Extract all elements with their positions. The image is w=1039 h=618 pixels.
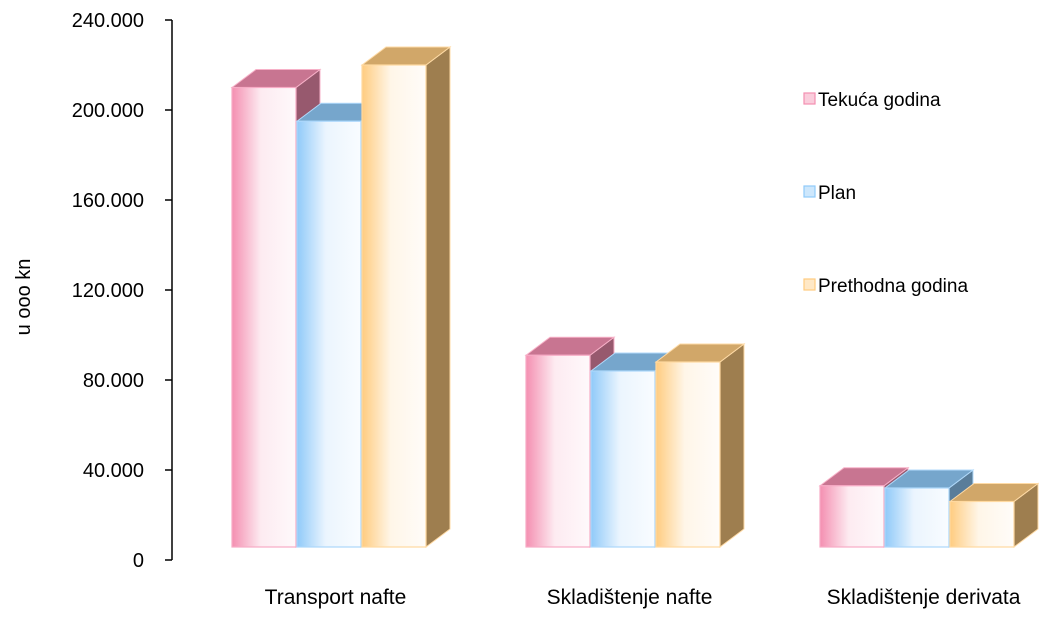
y-tick-label: 120.000	[72, 280, 144, 302]
bar-side	[719, 343, 745, 548]
legend-label: Plan	[818, 183, 856, 204]
y-axis: 0 40.000 80.000 120.000 160.000 200.000 240.00…	[72, 10, 173, 572]
legend-swatch	[803, 278, 816, 291]
bar-front	[949, 500, 1015, 548]
y-tick-label: 240.000	[72, 10, 144, 32]
bar-front	[655, 361, 721, 548]
x-tick-label: Transport nafte	[265, 586, 407, 609]
bar-side	[425, 46, 451, 548]
y-tick-label: 160.000	[72, 190, 144, 212]
y-axis-title: u ooo kn	[13, 259, 35, 336]
y-tick-label: 40.000	[83, 460, 144, 482]
y-tick-label: 200.000	[72, 100, 144, 122]
legend-item: Prethodna godina	[803, 276, 968, 297]
bar-front	[525, 354, 591, 548]
bar-group	[524, 336, 746, 548]
x-tick-label: Skladištenje nafte	[547, 586, 713, 609]
x-tick-label: Skladištenje derivata	[827, 586, 1021, 609]
bar	[360, 46, 452, 548]
bar	[654, 343, 746, 548]
legend-label: Tekuća godina	[818, 90, 941, 111]
legend-label: Prethodna godina	[818, 276, 968, 297]
legend-item: Tekuća godina	[803, 90, 941, 111]
legend-swatch	[803, 185, 816, 198]
bar-group	[818, 466, 1039, 548]
bar-front	[361, 64, 427, 548]
x-axis-labels: Transport nafte Skladištenje nafte Skladiš…	[265, 586, 1021, 609]
y-tick-label: 0	[133, 550, 144, 572]
bar-front	[819, 485, 885, 548]
legend-swatch	[803, 92, 816, 105]
bar-front	[231, 86, 297, 548]
bar-front	[884, 487, 950, 548]
y-tick-label: 80.000	[83, 370, 144, 392]
bar-front	[296, 120, 362, 548]
bar	[948, 482, 1039, 548]
bar-front	[590, 370, 656, 548]
bars	[230, 46, 1039, 548]
legend-item: Plan	[803, 183, 856, 204]
legend: Tekuća godina Plan Prethodna godina	[803, 90, 968, 297]
bar-group	[230, 46, 452, 548]
